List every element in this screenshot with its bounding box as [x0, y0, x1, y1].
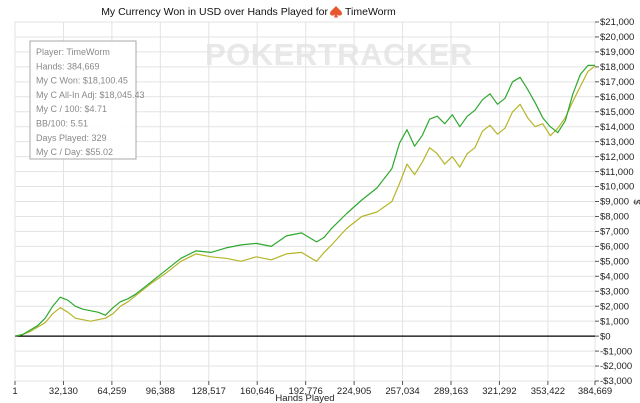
- info-box-line: My C All-In Adj: $18,045.43: [36, 90, 145, 100]
- y-tick-label: $19,000: [600, 47, 634, 58]
- y-tick-label: $1,000: [600, 316, 629, 327]
- y-tick-label: $16,000: [600, 92, 634, 103]
- y-tick-label: $5,000: [600, 257, 629, 268]
- y-tick-label: $0: [600, 331, 611, 342]
- y-tick-label: $17,000: [600, 77, 634, 88]
- y-tick-label: $18,000: [600, 62, 634, 73]
- info-box-frame: [29, 40, 137, 160]
- info-box-line: BB/100: 5.51: [36, 119, 88, 129]
- y-tick-label: $2,000: [600, 301, 629, 312]
- x-tick-label: 224,905: [337, 386, 371, 397]
- y-tick-label: $21,000: [600, 17, 634, 28]
- x-tick-label: 289,163: [434, 386, 468, 397]
- y-tick-label: $15,000: [600, 107, 634, 118]
- x-axis-ticks: 1 32,130 64,259 96,388 128,517 160,646 192,776…: [12, 381, 612, 397]
- x-tick-label: 321,292: [482, 386, 516, 397]
- chart-title: My Currency Won in USD over Hands Played…: [101, 6, 328, 18]
- y-axis-title: $: [631, 199, 640, 205]
- x-tick-label: 1: [12, 386, 17, 397]
- info-box-line: My C / Day: $55.02: [36, 147, 113, 157]
- y-tick-label: -$1,000: [600, 346, 632, 357]
- info-box-line: Hands: 384,669: [36, 61, 100, 71]
- info-box-line: Days Played: 329: [36, 133, 107, 143]
- stats-info-box: Player: TimeWorm Hands: 384,669 My C Won: …: [29, 40, 145, 160]
- y-tick-label: $8,000: [600, 212, 629, 223]
- series-my-c-all-in-adj: [14, 65, 596, 337]
- y-tick-label: -$2,000: [600, 361, 632, 372]
- y-tick-label: $20,000: [600, 32, 634, 43]
- y-tick-label: $4,000: [600, 271, 629, 282]
- info-box-line: My C / 100: $4.71: [36, 104, 107, 114]
- x-axis-title: Hands Played: [275, 393, 334, 403]
- series-layer: [14, 64, 596, 337]
- y-tick-label: $6,000: [600, 242, 629, 253]
- x-tick-label: 64,259: [97, 386, 126, 397]
- y-tick-label: $14,000: [600, 122, 634, 133]
- info-box-line: Player: TimeWorm: [36, 47, 110, 57]
- x-tick-label: 160,646: [240, 386, 274, 397]
- watermark-logo: POKERTRACKER: [205, 37, 473, 72]
- x-tick-label: 128,517: [192, 386, 226, 397]
- y-tick-label: $10,000: [600, 182, 634, 193]
- y-tick-label: $13,000: [600, 137, 634, 148]
- x-tick-label: 32,130: [49, 386, 78, 397]
- player-name: TimeWorm: [345, 6, 396, 18]
- info-box-line: My C Won: $18,100.45: [36, 76, 128, 86]
- series-my-c-won: [14, 64, 595, 337]
- x-tick-label: 353,422: [531, 386, 565, 397]
- y-tick-label: -$3,000: [600, 376, 632, 387]
- x-tick-label: 96,388: [146, 386, 175, 397]
- y-axis-ticks: -$3,000 -$2,000 -$1,000 $0 $1,000 $2,000 $3,00…: [595, 17, 634, 387]
- y-tick-label: $12,000: [600, 152, 634, 163]
- y-tick-label: $7,000: [600, 227, 629, 238]
- x-tick-label: 384,669: [578, 386, 612, 397]
- x-tick-label: 257,034: [385, 386, 419, 397]
- y-tick-label: $11,000: [600, 167, 634, 178]
- y-tick-label: $9,000: [600, 197, 629, 208]
- x-tick-label: 192,776: [288, 386, 322, 397]
- player-spade-icon: [330, 6, 342, 18]
- y-tick-label: $3,000: [600, 286, 629, 297]
